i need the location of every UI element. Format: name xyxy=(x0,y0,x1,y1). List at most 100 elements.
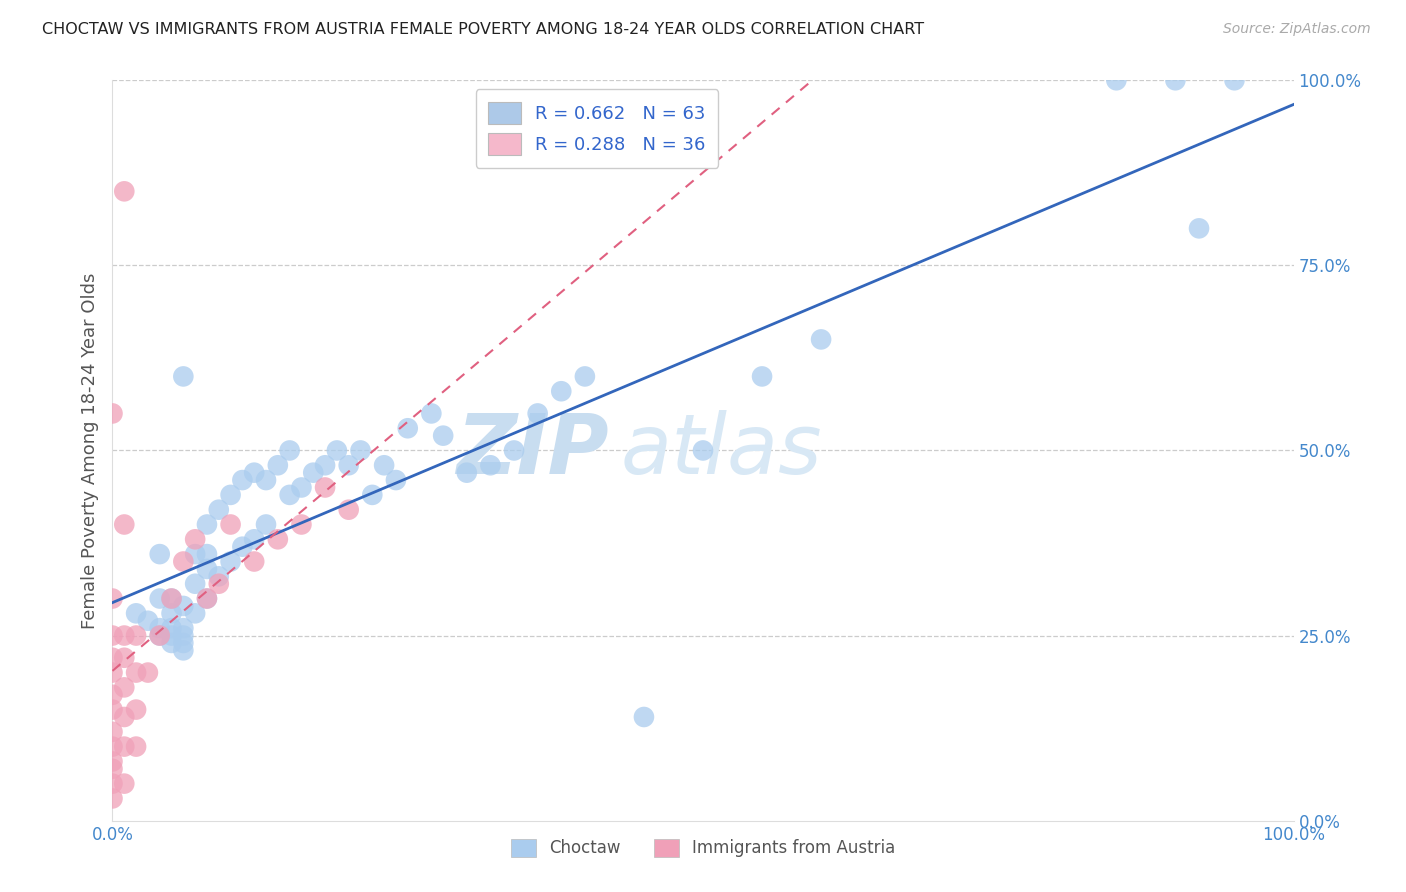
Point xyxy=(160,591,183,606)
Text: ZIP: ZIP xyxy=(456,410,609,491)
Y-axis label: Female Poverty Among 18-24 Year Olds: Female Poverty Among 18-24 Year Olds xyxy=(80,272,98,629)
Point xyxy=(101,791,124,805)
Point xyxy=(479,458,502,473)
Point xyxy=(172,621,194,635)
Point xyxy=(112,650,135,665)
Point xyxy=(125,739,148,754)
Point xyxy=(290,480,312,494)
Point xyxy=(208,569,231,583)
Point xyxy=(278,443,301,458)
Point xyxy=(172,555,194,569)
Point xyxy=(101,776,124,791)
Point xyxy=(290,517,312,532)
Point xyxy=(267,458,290,473)
Point xyxy=(125,665,148,680)
Point xyxy=(112,739,135,754)
Point xyxy=(302,466,325,480)
Point xyxy=(184,576,207,591)
Point xyxy=(231,540,253,554)
Point xyxy=(172,599,194,613)
Point xyxy=(526,407,548,421)
Point xyxy=(149,547,172,561)
Point xyxy=(112,628,135,642)
Text: Source: ZipAtlas.com: Source: ZipAtlas.com xyxy=(1223,22,1371,37)
Point xyxy=(101,755,124,769)
Point xyxy=(160,607,183,621)
Point xyxy=(101,688,124,702)
Point xyxy=(420,407,443,421)
Point xyxy=(101,665,124,680)
Point xyxy=(195,591,218,606)
Point xyxy=(112,710,135,724)
Point xyxy=(373,458,395,473)
Point xyxy=(112,776,135,791)
Point xyxy=(172,636,194,650)
Point xyxy=(574,369,596,384)
Point xyxy=(267,533,290,547)
Point xyxy=(219,517,242,532)
Text: atlas: atlas xyxy=(620,410,823,491)
Text: CHOCTAW VS IMMIGRANTS FROM AUSTRIA FEMALE POVERTY AMONG 18-24 YEAR OLDS CORRELAT: CHOCTAW VS IMMIGRANTS FROM AUSTRIA FEMAL… xyxy=(42,22,924,37)
Point xyxy=(195,517,218,532)
Point xyxy=(160,628,183,642)
Point xyxy=(326,443,349,458)
Point xyxy=(337,458,360,473)
Point xyxy=(692,443,714,458)
Point xyxy=(243,466,266,480)
Point xyxy=(101,739,124,754)
Point xyxy=(633,710,655,724)
Point xyxy=(160,621,183,635)
Point xyxy=(125,607,148,621)
Point xyxy=(172,369,194,384)
Point xyxy=(112,517,135,532)
Point xyxy=(1223,73,1246,87)
Point xyxy=(208,576,231,591)
Point xyxy=(810,332,832,346)
Point xyxy=(231,473,253,487)
Point xyxy=(149,621,172,635)
Point xyxy=(550,384,572,399)
Point xyxy=(101,762,124,776)
Point xyxy=(149,628,172,642)
Point xyxy=(1188,221,1211,235)
Point xyxy=(254,473,277,487)
Point xyxy=(278,488,301,502)
Point xyxy=(101,650,124,665)
Point xyxy=(195,562,218,576)
Point xyxy=(101,724,124,739)
Point xyxy=(219,488,242,502)
Point xyxy=(149,591,172,606)
Point xyxy=(432,428,454,442)
Point xyxy=(112,184,135,198)
Point xyxy=(337,502,360,516)
Point xyxy=(219,555,242,569)
Point xyxy=(1164,73,1187,87)
Point xyxy=(456,466,478,480)
Point xyxy=(125,703,148,717)
Point xyxy=(254,517,277,532)
Point xyxy=(314,458,336,473)
Point xyxy=(751,369,773,384)
Point xyxy=(101,703,124,717)
Point xyxy=(314,480,336,494)
Point xyxy=(396,421,419,435)
Point xyxy=(112,681,135,695)
Point xyxy=(184,547,207,561)
Point xyxy=(208,502,231,516)
Point xyxy=(349,443,371,458)
Point xyxy=(503,443,526,458)
Point xyxy=(1105,73,1128,87)
Point xyxy=(172,643,194,657)
Point xyxy=(101,591,124,606)
Point xyxy=(385,473,408,487)
Point xyxy=(160,591,183,606)
Point xyxy=(101,407,124,421)
Legend: Choctaw, Immigrants from Austria: Choctaw, Immigrants from Austria xyxy=(503,832,903,864)
Point xyxy=(101,628,124,642)
Point xyxy=(136,614,159,628)
Point xyxy=(361,488,384,502)
Point xyxy=(195,591,218,606)
Point xyxy=(172,628,194,642)
Point xyxy=(125,628,148,642)
Point xyxy=(184,533,207,547)
